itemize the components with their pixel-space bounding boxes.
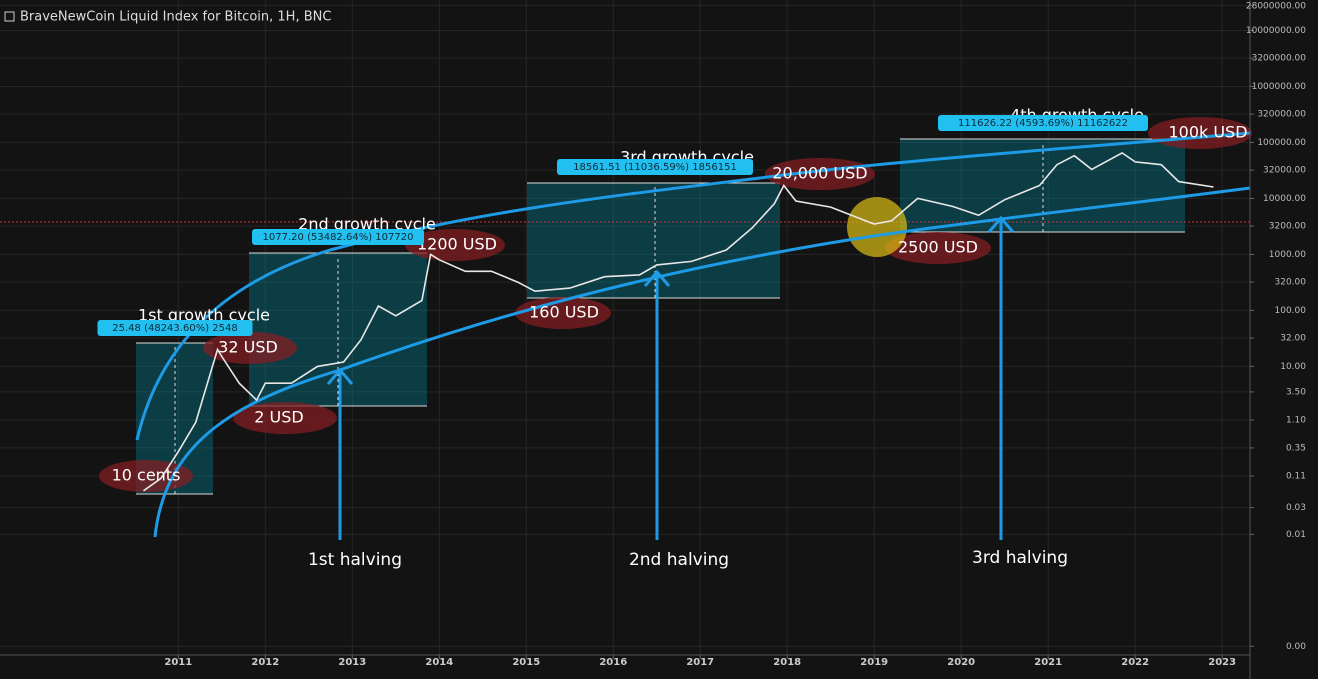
cycle-box [527, 183, 780, 298]
y-tick-label: 0.03 [1286, 503, 1306, 513]
y-tick-label: 0.01 [1286, 530, 1306, 540]
annotation: 160 USD [529, 303, 599, 322]
annotation: 10 cents [112, 466, 181, 485]
y-tick-label: 1.10 [1286, 416, 1306, 426]
x-tick-label: 2021 [1034, 657, 1062, 668]
x-tick-label: 2022 [1121, 657, 1149, 668]
y-tick-label: 3200000.00 [1252, 54, 1307, 64]
y-tick-label: 10000.00 [1263, 194, 1306, 204]
annotation: 2 USD [254, 408, 303, 427]
halving-arrows [326, 215, 1015, 540]
plot [143, 151, 1214, 492]
x-tick-label: 2012 [251, 657, 279, 668]
measure-tag [557, 159, 753, 175]
measure-label: 111626.22 (4593.69%) 11162622 [958, 118, 1128, 129]
x-tick-label: 2014 [425, 657, 453, 668]
y-tick-label: 0.11 [1286, 472, 1306, 482]
y-tick-label: 10.00 [1280, 362, 1306, 372]
annotation: 1st growth cycle [138, 306, 270, 325]
ellipses [99, 117, 1252, 492]
annotation: 100k USD [1168, 123, 1247, 142]
y-tick-label: 100000.00 [1257, 138, 1306, 148]
x-tick-label: 2023 [1208, 657, 1236, 668]
cycle-box [900, 139, 1185, 232]
measure-tag [252, 229, 424, 245]
y-tick-label: 0.00 [1286, 642, 1306, 652]
bands [135, 131, 1251, 538]
annotation: 2nd growth cycle [298, 215, 436, 234]
halving-label: 3rd halving [972, 548, 1068, 568]
x-tick-label: 2016 [599, 657, 627, 668]
icon [4, 11, 15, 22]
measure-tag [97, 320, 253, 336]
y-tick-label: 320000.00 [1257, 110, 1306, 120]
x-tick-label: 2011 [164, 657, 192, 668]
y-tick-label: 1000000.00 [1252, 82, 1307, 92]
y-tick-label: 3200.00 [1269, 222, 1306, 232]
price-line [143, 151, 1214, 492]
x-tick-label: 2013 [338, 657, 366, 668]
y-tick-label: 32.00 [1280, 334, 1306, 344]
measure-label: 1077.20 (53482.64%) 107720 [263, 232, 414, 243]
halving-label: 1st halving [308, 550, 402, 570]
x-tick-label: 2018 [773, 657, 801, 668]
y-tick-label: 10000000.00 [1246, 26, 1306, 36]
annotation: 2500 USD [898, 238, 978, 257]
grid [0, 0, 1250, 655]
chart-title: BraveNewCoin Liquid Index for Bitcoin, 1… [20, 10, 331, 25]
measure-label: 18561.51 (11036.59%) 1856151 [573, 162, 737, 173]
x-tick-label: 2017 [686, 657, 714, 668]
y-tick-label: 320.00 [1275, 278, 1307, 288]
y-tick-label: 3.50 [1286, 387, 1306, 397]
y-tick-label: 28000000.00 [1246, 2, 1306, 12]
halving-label: 2nd halving [629, 550, 729, 570]
measure-label: 25.48 (48243.60%) 2548 [112, 323, 237, 334]
y-tick-label: 1000.00 [1269, 250, 1306, 260]
x-tick-label: 2015 [512, 657, 540, 668]
measure-tag [938, 115, 1148, 131]
x-tick-label: 2020 [947, 657, 975, 668]
y-tick-label: 100.00 [1275, 306, 1307, 316]
x-tick-label: 2019 [860, 657, 888, 668]
y-tick-label: 32000.00 [1263, 166, 1306, 176]
annotation: 20,000 USD [772, 164, 867, 183]
annotation: 1200 USD [417, 235, 497, 254]
y-tick-label: 0.35 [1286, 443, 1306, 453]
highlight-circle [847, 197, 907, 257]
annotation: 32 USD [218, 338, 278, 357]
